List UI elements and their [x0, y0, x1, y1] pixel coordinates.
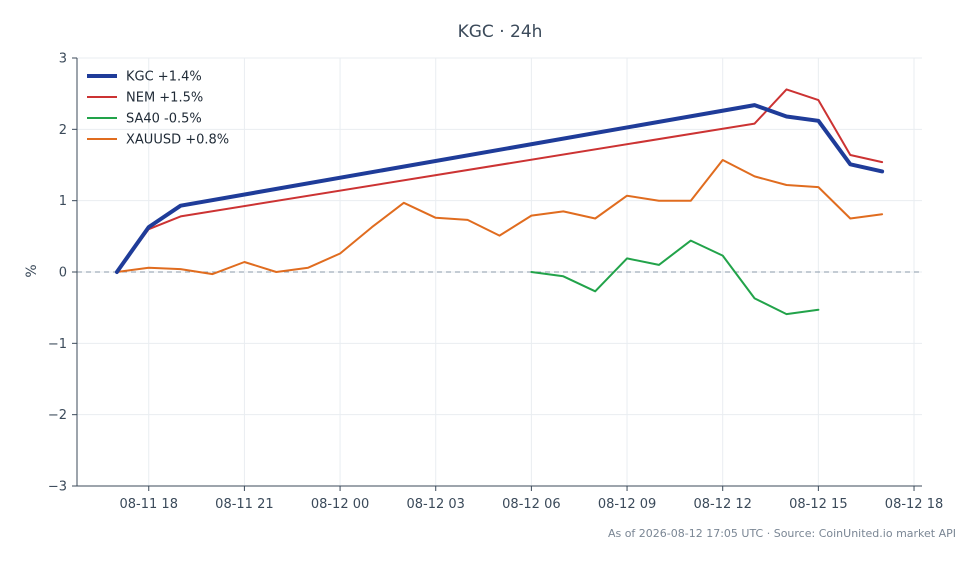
- y-tick-label: −2: [48, 408, 67, 423]
- y-tick-label: 0: [59, 266, 67, 281]
- x-tick-label: 08-12 06: [502, 497, 560, 512]
- y-tick-label: 2: [59, 123, 67, 138]
- x-tick-label: 08-12 15: [789, 497, 847, 512]
- legend-label: KGC +1.4%: [126, 70, 202, 85]
- y-tick-label: 3: [59, 52, 67, 67]
- legend: KGC +1.4% NEM +1.5% SA40 -0.5% XAUUSD +0.8%: [87, 70, 229, 148]
- x-tick-label: 08-11 21: [215, 497, 273, 512]
- x-tick-label: 08-12 18: [885, 497, 943, 512]
- axes: [72, 57, 922, 491]
- x-tick-label: 08-12 12: [693, 497, 751, 512]
- y-tick-label: −3: [48, 480, 67, 495]
- series-line-nem: [115, 88, 884, 273]
- series-line-kgc: [114, 103, 885, 274]
- series-line-xauusd: [115, 159, 884, 276]
- y-tick-label: 1: [59, 194, 67, 209]
- series-lines: [114, 88, 885, 316]
- legend-label: NEM +1.5%: [126, 91, 203, 106]
- x-tick-label: 08-12 09: [598, 497, 656, 512]
- x-tick-label: 08-12 00: [311, 497, 369, 512]
- x-tick-label: 08-11 18: [120, 497, 178, 512]
- x-tick-label: 08-12 03: [406, 497, 464, 512]
- x-tick-labels: 08-11 18 08-11 21 08-12 00 08-12 03 08-12 06…: [120, 497, 944, 512]
- source-footer: As of 2026-08-12 17:05 UTC · Source: Coi…: [608, 527, 956, 540]
- y-axis-label: %: [24, 264, 40, 277]
- y-tick-labels: 3 2 1 0 −1 −2 −3: [48, 52, 67, 495]
- legend-label: SA40 -0.5%: [126, 112, 202, 127]
- y-tick-label: −1: [48, 337, 67, 352]
- legend-label: XAUUSD +0.8%: [126, 133, 229, 148]
- chart-title: KGC · 24h: [458, 22, 543, 42]
- series-line-sa40: [530, 239, 820, 316]
